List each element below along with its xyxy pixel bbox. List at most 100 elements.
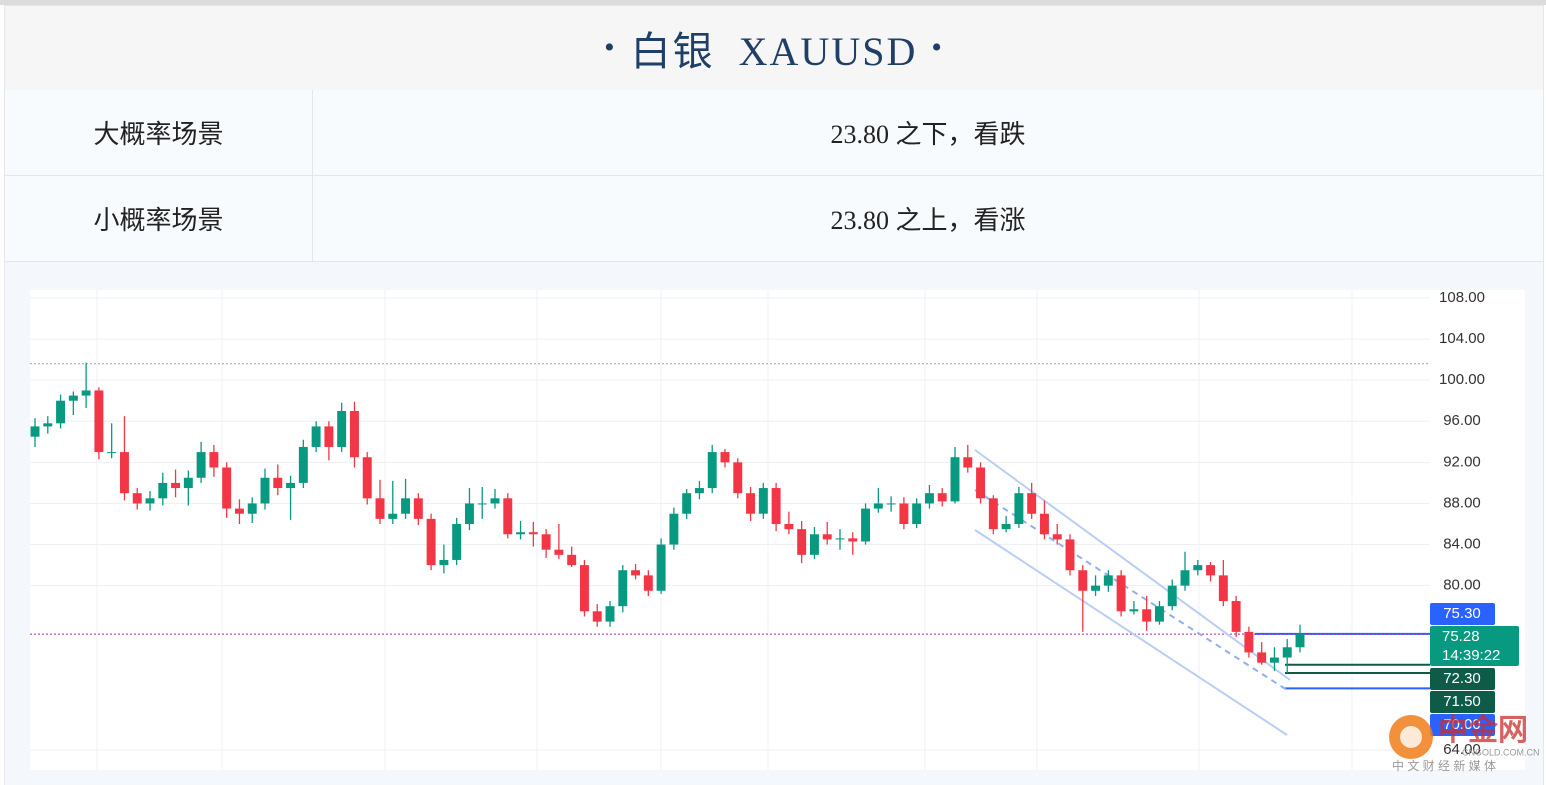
price-label-box [1430,668,1495,690]
candle-body [234,508,244,514]
candle-body [528,532,538,535]
candle-body [273,477,283,489]
y-tick-label: 100.00 [1439,371,1485,388]
candle-body [196,452,206,478]
cell: 大概率场景 [5,90,313,175]
price-label-box [1430,714,1495,736]
candle-body [81,390,91,396]
candle-body [822,534,832,540]
watermark-site: CNGOLD.COM.CN [1462,747,1540,757]
candle-body [1052,534,1062,540]
y-tick-label: 80.00 [1443,577,1481,594]
y-tick-label: 104.00 [1439,330,1485,347]
candle-body [1154,606,1164,622]
candle-body [924,493,934,504]
plot-area [30,290,1525,770]
candle-body [1014,493,1024,524]
candle-body [413,498,423,519]
candle-body [733,462,743,494]
cell: 23.80 之上，看涨 [830,206,1026,235]
candle-body [1295,634,1305,648]
candle-body [362,457,372,499]
candle-body [222,467,232,509]
candle-body [656,544,666,591]
price-label: 72.30 [1443,670,1481,687]
candle-body [1129,609,1139,612]
candle-body [797,529,807,555]
candle-body [899,503,909,524]
candle-body [119,452,129,494]
candle-body [1091,585,1101,591]
candle-body [988,498,998,530]
candle-body [1180,570,1190,586]
candle-body [68,395,78,401]
top-bar [0,0,1546,5]
channel-upper [974,449,1291,681]
candle-body [1269,657,1279,663]
candle-body [784,524,794,530]
candle-body [56,400,66,424]
candle-body [286,482,296,489]
candle-body [631,570,641,576]
price-label-box [1430,603,1495,625]
candle-body [758,488,768,514]
candle-body [209,452,219,468]
candle-body [1027,493,1037,514]
candle-body [503,498,513,535]
candle-body [643,575,653,591]
candle-body [298,446,308,483]
candle-body [337,411,347,447]
candle-body [1142,609,1152,622]
title: 白银 XAUUSD [630,29,918,74]
candle-body [605,606,615,622]
candle-body [247,503,257,514]
candle-body [490,498,500,504]
channel [974,449,1291,736]
candle-body [1257,652,1267,663]
candle-body [94,390,104,453]
candle-body [107,452,117,454]
y-tick-label: 96.00 [1443,412,1481,429]
candle-body [771,488,781,524]
candle-body [707,452,717,489]
candle-body [720,452,730,463]
price-time: 14:39:22 [1442,647,1500,664]
candle-body [976,467,986,499]
watermark-brand: 中金网 [1438,713,1528,747]
candle-body [183,477,193,489]
candle-body [1078,570,1088,591]
candle-body [809,534,819,555]
candle-body [132,493,142,504]
watermark-logo-inner [1400,726,1422,748]
watermark-slogan: 中 文 财 经 新 媒 体 [1392,758,1496,773]
candle-body [464,503,474,524]
candle-body [1103,575,1113,586]
candle-body [145,498,155,504]
price-label: 70.00 [1443,716,1481,733]
channel-mid [974,489,1288,691]
candle-body [886,503,896,505]
cell: 23.80 之下，看跌 [830,120,1026,149]
y-tick-label: 64.00 [1443,741,1481,758]
candle-body [937,493,947,502]
candle-body [43,423,53,427]
candle-body [694,488,704,494]
price-label: 75.30 [1443,605,1481,622]
candle-body [1244,631,1254,653]
candle-body [349,411,359,458]
candle-body [746,493,756,514]
y-tick-label: 108.00 [1439,289,1485,306]
candle-body [912,503,922,524]
candle-body [311,426,321,447]
candle-body [1039,513,1049,535]
candle-body [669,513,679,545]
candle-body [554,549,564,555]
candle-body [452,524,462,560]
candle-body [963,457,973,468]
candle-body [171,482,181,489]
candle-body [1065,539,1075,571]
candle-body [1167,585,1177,607]
candle-body [861,508,871,542]
candle-body [1193,565,1203,571]
